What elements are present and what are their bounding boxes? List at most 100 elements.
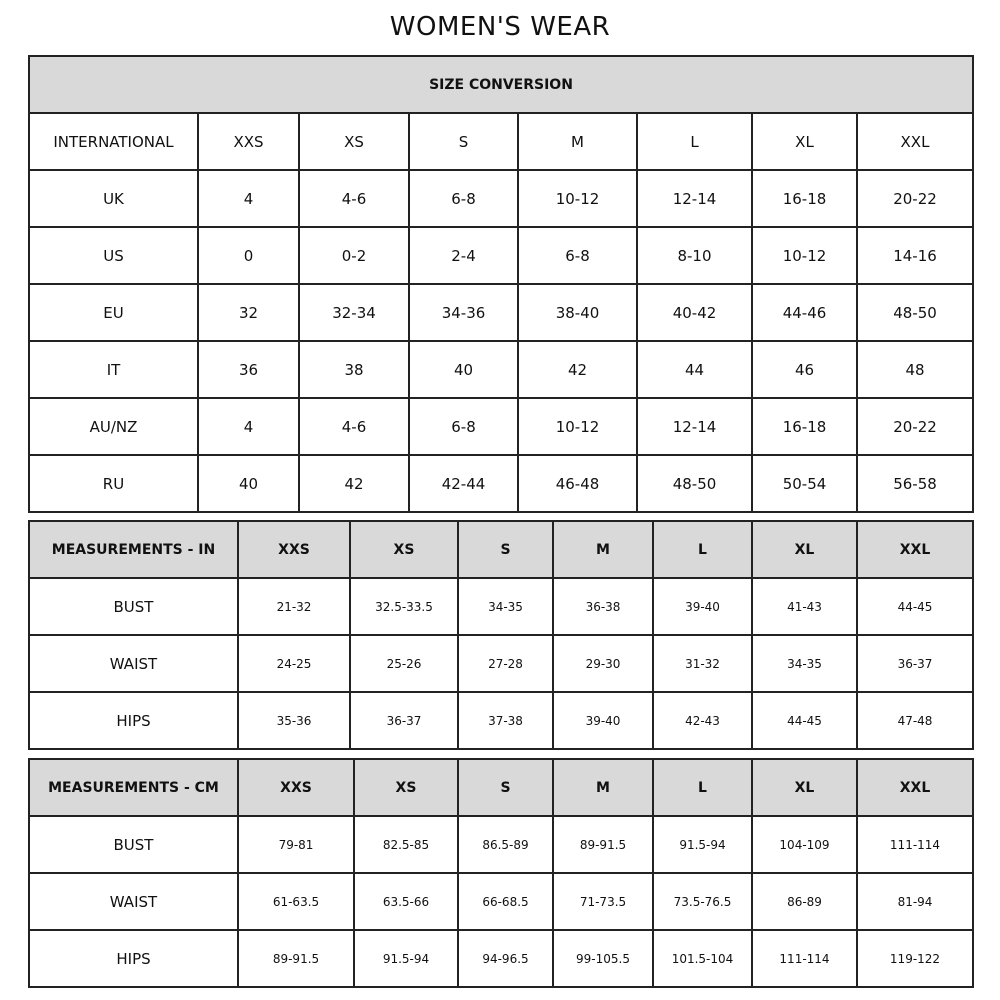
header-row: MEASUREMENTS - IN XXS XS S M L XL XXL (28, 520, 974, 579)
column-header: XL (751, 758, 858, 817)
table-cell: 40 (408, 340, 519, 399)
column-header: L (652, 758, 753, 817)
table-cell: 63.5-66 (353, 872, 459, 931)
table-cell: 25-26 (349, 634, 459, 693)
table-cell: 86-89 (751, 872, 858, 931)
table-row: RU 40 42 42-44 46-48 48-50 50-54 56-58 (28, 454, 974, 513)
table-cell: 42 (517, 340, 638, 399)
table-cell: 34-35 (751, 634, 858, 693)
table-cell: 4 (197, 397, 300, 456)
column-header: XXS (197, 112, 300, 171)
table-cell: 12-14 (636, 397, 753, 456)
row-label: IT (28, 340, 199, 399)
table-cell: 39-40 (552, 691, 654, 750)
table-cell: 50-54 (751, 454, 858, 513)
table-cell: 48-50 (856, 283, 974, 342)
table-cell: 89-91.5 (552, 815, 654, 874)
column-header: XXS (237, 758, 355, 817)
table-cell: 38-40 (517, 283, 638, 342)
header-row: MEASUREMENTS - CM XXS XS S M L XL XXL (28, 758, 974, 817)
row-label: HIPS (28, 691, 239, 750)
table-cell: 35-36 (237, 691, 351, 750)
table-cell: 41-43 (751, 577, 858, 636)
column-header: MEASUREMENTS - CM (28, 758, 239, 817)
row-label: BUST (28, 577, 239, 636)
table-cell: 0 (197, 226, 300, 285)
table-cell: 42-43 (652, 691, 753, 750)
table-cell: 6-8 (408, 397, 519, 456)
row-label: EU (28, 283, 199, 342)
table-cell: 6-8 (408, 169, 519, 228)
table-cell: 36 (197, 340, 300, 399)
row-label: WAIST (28, 872, 239, 931)
table-cell: 0-2 (298, 226, 410, 285)
table-row: IT 36 38 40 42 44 46 48 (28, 340, 974, 399)
table-cell: 10-12 (517, 397, 638, 456)
table-cell: 4 (197, 169, 300, 228)
table-cell: 119-122 (856, 929, 974, 988)
table-cell: 2-4 (408, 226, 519, 285)
row-label: AU/NZ (28, 397, 199, 456)
table-cell: 42-44 (408, 454, 519, 513)
table-cell: 16-18 (751, 169, 858, 228)
table-cell: 6-8 (517, 226, 638, 285)
table-cell: 111-114 (751, 929, 858, 988)
table-cell: 42 (298, 454, 410, 513)
table-cell: 46-48 (517, 454, 638, 513)
table-cell: 37-38 (457, 691, 554, 750)
table-cell: 34-35 (457, 577, 554, 636)
table-cell: 56-58 (856, 454, 974, 513)
table-cell: 101.5-104 (652, 929, 753, 988)
column-header: M (517, 112, 638, 171)
table-cell: 39-40 (652, 577, 753, 636)
table-cell: 10-12 (517, 169, 638, 228)
row-label: UK (28, 169, 199, 228)
table-cell: 4-6 (298, 169, 410, 228)
page-title: WOMEN'S WEAR (389, 12, 611, 42)
table-cell: 27-28 (457, 634, 554, 693)
table-cell: 20-22 (856, 397, 974, 456)
table-cell: 91.5-94 (652, 815, 753, 874)
table-cell: 36-37 (349, 691, 459, 750)
table-cell: 104-109 (751, 815, 858, 874)
table-cell: 81-94 (856, 872, 974, 931)
table-heading: SIZE CONVERSION (28, 55, 974, 114)
table-cell: 79-81 (237, 815, 355, 874)
table-cell: 38 (298, 340, 410, 399)
table-cell: 16-18 (751, 397, 858, 456)
table-cell: 44-46 (751, 283, 858, 342)
row-label: BUST (28, 815, 239, 874)
table-cell: 48 (856, 340, 974, 399)
column-header: M (552, 758, 654, 817)
table-row: HIPS 35-36 36-37 37-38 39-40 42-43 44-45 47-48 (28, 691, 974, 750)
table-cell: 36-38 (552, 577, 654, 636)
table-cell: 111-114 (856, 815, 974, 874)
column-header: S (457, 520, 554, 579)
table-cell: 36-37 (856, 634, 974, 693)
column-header: XS (353, 758, 459, 817)
table-cell: 29-30 (552, 634, 654, 693)
table-cell: 46 (751, 340, 858, 399)
measurements-in-table: MEASUREMENTS - IN XXS XS S M L XL XXL BUST 21-32 3… (28, 520, 974, 750)
table-cell: 14-16 (856, 226, 974, 285)
table-row: BUST 79-81 82.5-85 86.5-89 89-91.5 91.5-94 104… (28, 815, 974, 874)
table-cell: 21-32 (237, 577, 351, 636)
header-row: INTERNATIONAL XXS XS S M L XL XXL (28, 112, 974, 171)
table-row: WAIST 61-63.5 63.5-66 66-68.5 71-73.5 73.5-76… (28, 872, 974, 931)
row-label: US (28, 226, 199, 285)
table-row: EU 32 32-34 34-36 38-40 40-42 44-46 48-50 (28, 283, 974, 342)
table-row: BUST 21-32 32.5-33.5 34-35 36-38 39-40 41-43 44… (28, 577, 974, 636)
table-cell: 99-105.5 (552, 929, 654, 988)
table-row: UK 4 4-6 6-8 10-12 12-14 16-18 20-22 (28, 169, 974, 228)
table-cell: 91.5-94 (353, 929, 459, 988)
table-cell: 32.5-33.5 (349, 577, 459, 636)
row-label: HIPS (28, 929, 239, 988)
column-header: XL (751, 520, 858, 579)
row-label: RU (28, 454, 199, 513)
table-cell: 40-42 (636, 283, 753, 342)
table-cell: 12-14 (636, 169, 753, 228)
table-cell: 61-63.5 (237, 872, 355, 931)
table-cell: 31-32 (652, 634, 753, 693)
table-heading-row: SIZE CONVERSION (28, 55, 974, 114)
column-header: XXS (237, 520, 351, 579)
